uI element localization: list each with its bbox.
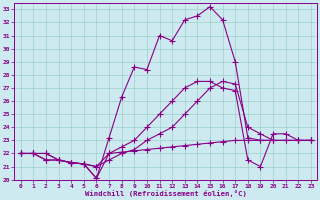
X-axis label: Windchill (Refroidissement éolien,°C): Windchill (Refroidissement éolien,°C) — [85, 190, 247, 197]
